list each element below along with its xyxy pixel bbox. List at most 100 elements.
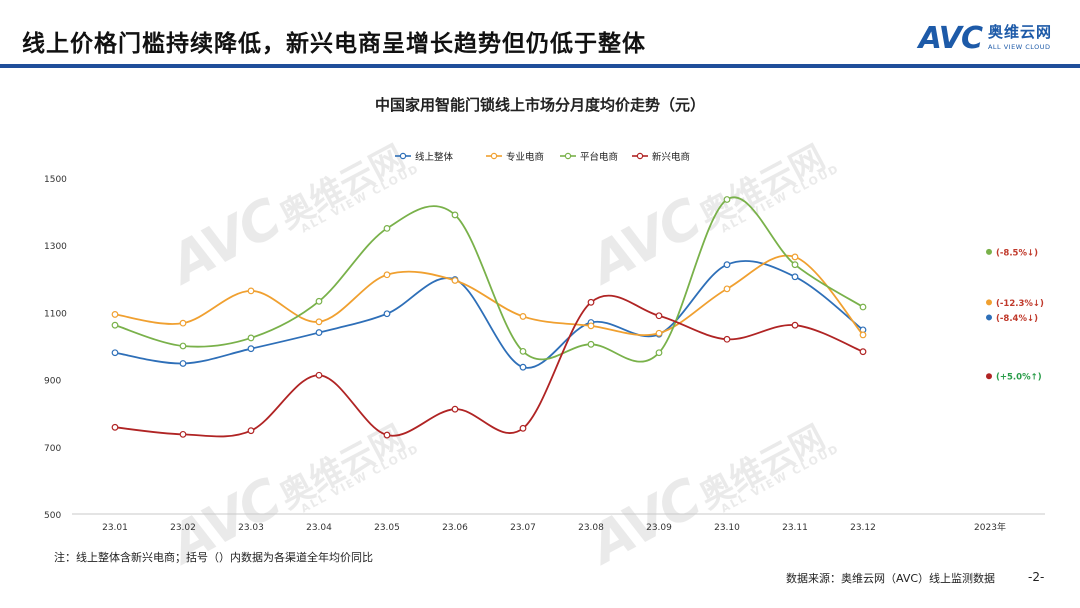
legend-label: 新兴电商 [652,151,690,163]
data-point [247,334,255,342]
data-point [587,298,595,306]
data-point [791,321,799,329]
yoy-dot [986,248,992,255]
yoy-text: (-12.3%↓) [996,299,1044,309]
x-tick-label: 23.10 [714,523,740,533]
data-point [519,424,527,432]
data-point [315,297,323,305]
data-point [451,211,459,219]
legend-item: 新兴电商 [632,151,690,163]
x-tick-label: 23.02 [170,523,196,533]
data-point [179,342,187,350]
x-tick-label: 23.08 [578,523,604,533]
legend-label: 专业电商 [506,151,544,163]
yoy-dot [986,314,992,321]
data-point [383,271,391,279]
data-point [859,348,867,356]
data-point [723,285,731,293]
yoy-annotation: (+5.0%↑) [986,373,1042,383]
x-tick-label: 23.01 [102,523,128,533]
yoy-text: (-8.4%↓) [996,314,1038,324]
data-point [587,340,595,348]
footnote: 注：线上整体含新兴电商；括号（）内数据为各渠道全年均价同比 [54,551,373,564]
logo-text: AVC [918,20,983,56]
avc-logo: AVC 奥维云网 ALL VIEW CLOUD [919,20,1052,56]
data-point [723,261,731,269]
logo-cn: 奥维云网 [987,23,1052,42]
series-line [114,254,864,337]
data-point [859,331,867,339]
legend-item: 线上整体 [395,151,454,163]
yoy-text: (-8.5%↓) [996,248,1038,258]
data-point [723,335,731,343]
data-point [791,261,799,269]
series-平台电商 [111,196,867,363]
x-tick-label: 23.06 [442,523,468,533]
data-point [179,319,187,327]
data-point [315,329,323,336]
data-point [179,360,187,367]
data-point [247,287,255,295]
series-line [114,294,864,438]
data-point [111,311,119,318]
x-tick-label: 23.05 [374,523,400,533]
x-year-label: 2023年 [974,521,1006,533]
data-point [111,423,119,431]
data-source: 数据来源：奥维云网（AVC）线上监测数据 [786,572,996,585]
data-point [655,312,663,320]
data-point [315,371,323,379]
legend-marker [564,152,572,160]
data-point [247,427,255,435]
legend-item: 平台电商 [560,151,618,163]
data-point [655,329,663,337]
legend-marker [399,152,407,160]
data-point [519,347,527,355]
x-tick-label: 23.04 [306,523,332,533]
series-layer [111,196,867,439]
data-point [723,196,731,203]
legend-marker [490,152,498,160]
chart-legend: 线上整体 专业电商 平台电商 新兴电商 [395,151,690,163]
yoy-annotation: (-8.4%↓) [986,314,1038,324]
legend-item: 专业电商 [486,151,544,163]
data-point [519,313,527,320]
yoy-dot [986,373,992,380]
yoy-annotation: (-12.3%↓) [986,299,1044,309]
legend-label: 平台电商 [580,151,618,163]
logo-wordmark: 奥维云网 ALL VIEW CLOUD [988,25,1052,51]
y-tick-label: 900 [44,377,61,387]
data-point [383,310,391,318]
legend-marker [636,152,644,160]
data-point [383,431,391,439]
x-tick-label: 23.12 [850,523,876,533]
x-tick-label: 23.03 [238,523,264,533]
data-point [791,273,799,281]
x-tick-label: 23.09 [646,523,672,533]
data-point [859,303,867,311]
legend-label: 线上整体 [415,151,454,163]
y-tick-label: 700 [44,444,61,454]
yoy-annotation: (-8.5%↓) [986,248,1038,258]
data-point [179,430,187,438]
logo-en: ALL VIEW CLOUD [987,43,1051,52]
x-tick-label: 23.11 [782,523,808,533]
axis-layer: 500 700 900 1100 1300 1500 23.01 23.02 23.03 23.0… [44,175,1045,533]
y-tick-label: 1100 [44,309,67,319]
data-point [451,405,459,413]
series-line [114,196,864,363]
data-point [519,363,527,371]
chart-title: 中国家用智能门锁线上市场分月度均价走势（元） [374,96,705,114]
data-point [111,349,119,357]
series-line [114,260,864,369]
yoy-dot [986,299,992,306]
page-number: -2- [1028,570,1045,584]
data-point [587,322,595,330]
data-point [247,345,255,353]
data-point [655,349,663,357]
data-point [791,253,799,261]
data-point [383,224,391,232]
series-专业电商 [111,253,867,339]
series-新兴电商 [111,294,867,439]
page-title: 线上价格门槛持续降低，新兴电商呈增长趋势但仍低于整体 [22,31,646,57]
